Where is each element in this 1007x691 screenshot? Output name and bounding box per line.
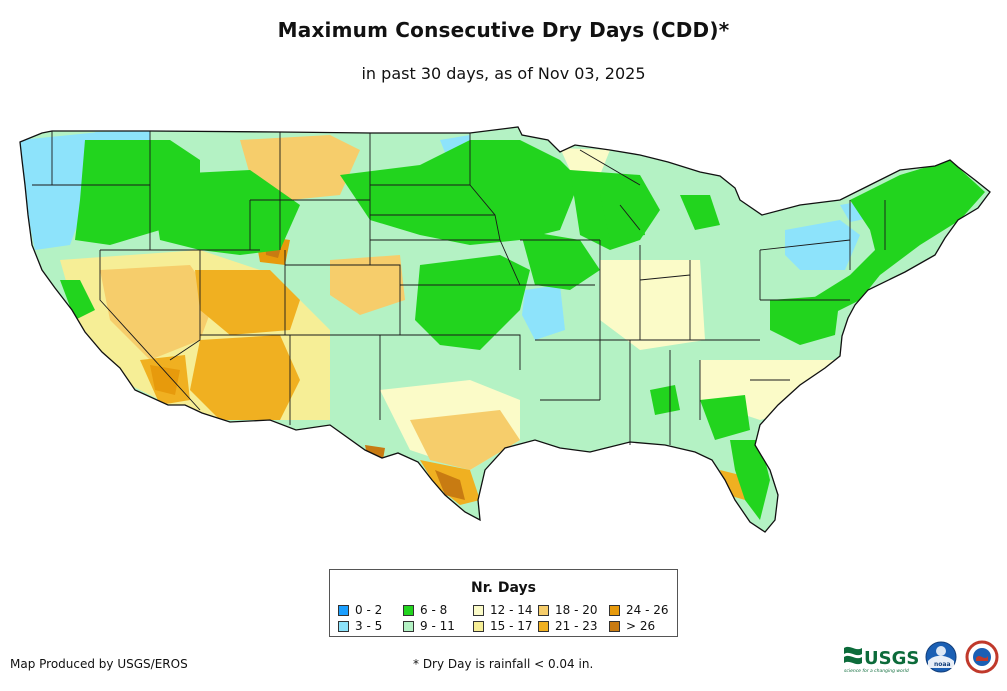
legend-label: > 26: [626, 619, 656, 633]
svg-text:noaa: noaa: [934, 661, 951, 668]
cdd-zone: [150, 365, 180, 395]
cdd-zone: [190, 335, 300, 420]
svg-text:USGS: USGS: [864, 648, 919, 669]
legend-swatch: [473, 621, 484, 632]
cdd-zone: [410, 410, 520, 470]
cdd-zone: [330, 255, 405, 315]
us-cdd-map: [19, 126, 991, 533]
cdd-zone: [730, 440, 770, 520]
legend-swatch: [538, 621, 549, 632]
legend-item: 21 - 23: [538, 619, 598, 633]
legend-label: 3 - 5: [355, 619, 383, 633]
legend-label: 15 - 17: [490, 619, 533, 633]
legend-label: 6 - 8: [420, 603, 448, 617]
cdd-zone: [600, 260, 705, 350]
legend-swatch: [338, 621, 349, 632]
legend-swatch: [403, 605, 414, 616]
cdd-zone: [520, 230, 600, 290]
nws-logo: [965, 640, 999, 674]
cdd-zone: [435, 470, 465, 500]
legend-item: 15 - 17: [473, 619, 533, 633]
cdd-zone: [770, 295, 840, 345]
cdd-zone: [340, 140, 580, 245]
legend-item: 12 - 14: [473, 603, 533, 617]
cdd-zone: [680, 195, 720, 230]
legend-title: Nr. Days: [471, 580, 536, 596]
legend-label: 12 - 14: [490, 603, 533, 617]
cdd-zone: [650, 385, 680, 415]
cdd-raster: [20, 127, 990, 532]
legend-label: 21 - 23: [555, 619, 598, 633]
cdd-zone: [700, 395, 750, 440]
cdd-zone: [240, 135, 360, 200]
cdd-zone: [600, 195, 645, 240]
cdd-zone: [522, 285, 565, 340]
usgs-logo: USGS science for a changing world: [844, 646, 919, 674]
legend: Nr. Days 0 - 2 3 - 5 6 - 8 9 - 11 12 - 1…: [329, 569, 678, 637]
legend-item: 6 - 8: [403, 603, 447, 617]
legend-label: 18 - 20: [555, 603, 598, 617]
agency-logos: USGS science for a changing world noaa: [844, 640, 999, 674]
legend-swatch: [473, 605, 484, 616]
legend-label: 9 - 11: [420, 619, 455, 633]
map-subtitle: in past 30 days, as of Nov 03, 2025: [361, 64, 646, 83]
dry-day-footnote: * Dry Day is rainfall < 0.04 in.: [413, 657, 594, 671]
svg-text:science for a changing world: science for a changing world: [844, 668, 909, 674]
legend-label: 0 - 2: [355, 603, 383, 617]
cdd-zone: [415, 255, 530, 350]
noaa-logo: noaa: [925, 641, 957, 673]
cdd-zone: [195, 270, 300, 335]
state-boundaries: [32, 131, 886, 445]
legend-item: 9 - 11: [403, 619, 455, 633]
legend-swatch: [609, 605, 620, 616]
legend-item: 24 - 26: [609, 603, 669, 617]
legend-item: > 26: [609, 619, 655, 633]
legend-swatch: [538, 605, 549, 616]
legend-swatch: [403, 621, 414, 632]
cdd-zone: [100, 265, 215, 360]
legend-item: 0 - 2: [338, 603, 382, 617]
legend-swatch: [338, 605, 349, 616]
map-credit: Map Produced by USGS/EROS: [10, 657, 188, 671]
legend-item: 3 - 5: [338, 619, 382, 633]
cdd-zone: [810, 160, 985, 315]
legend-item: 18 - 20: [538, 603, 598, 617]
map-title: Maximum Consecutive Dry Days (CDD)*: [277, 18, 730, 42]
cdd-zone: [785, 220, 860, 270]
cdd-zone: [150, 170, 300, 255]
legend-swatch: [609, 621, 620, 632]
cdd-zone: [60, 280, 95, 320]
cdd-zone: [560, 148, 610, 175]
legend-label: 24 - 26: [626, 603, 669, 617]
